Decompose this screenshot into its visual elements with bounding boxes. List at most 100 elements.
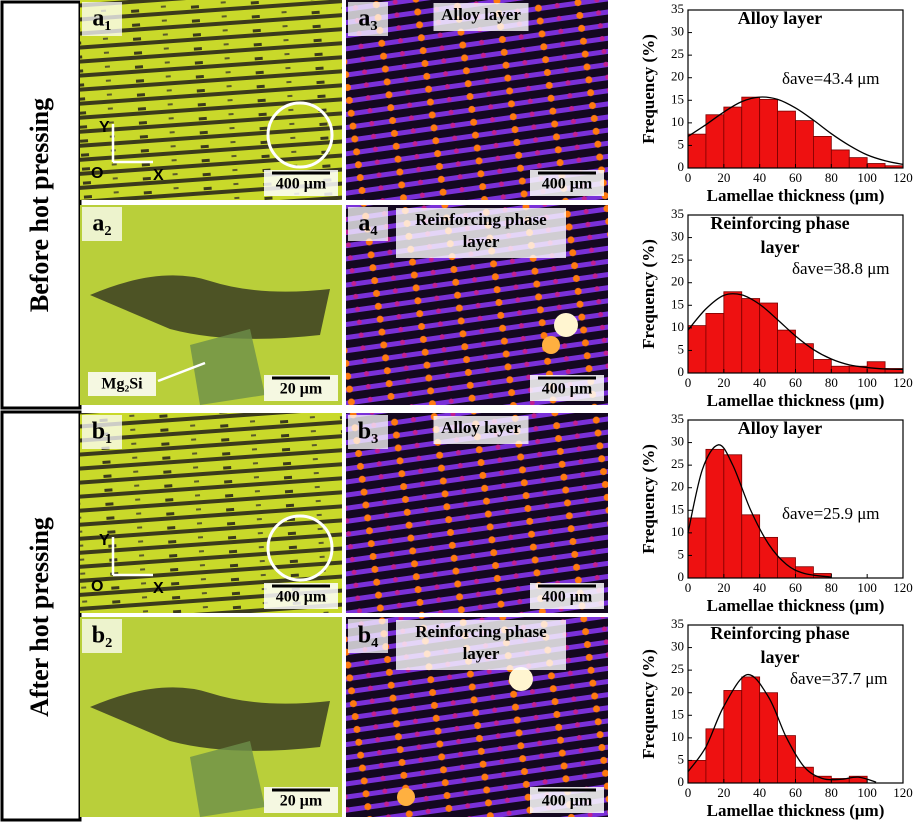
x-axis-label: Lamellae thickness (μm) (707, 596, 885, 615)
bar (742, 97, 760, 168)
image-caption: layer (463, 644, 500, 663)
x-tick-label: 60 (789, 170, 802, 185)
scale-label: 400 μm (542, 381, 593, 398)
y-tick-label: 20 (671, 479, 684, 494)
chart-title: layer (761, 647, 800, 667)
axis-letter: X (153, 580, 164, 597)
x-tick-label: 120 (893, 580, 913, 595)
chart-title: Reinforcing phase (710, 623, 849, 643)
y-tick-label: 25 (671, 251, 684, 266)
y-tick-label: 35 (671, 411, 684, 426)
bar (813, 136, 831, 168)
y-tick-label: 15 (671, 296, 684, 311)
chart-title: layer (761, 237, 800, 257)
bar (688, 326, 706, 373)
y-tick-label: 0 (678, 364, 685, 379)
image-caption: layer (463, 232, 500, 251)
bar (688, 134, 706, 168)
scale-label: 400 μm (542, 589, 593, 606)
scale-label: 400 μm (542, 176, 593, 193)
y-tick-label: 0 (678, 569, 685, 584)
y-tick-label: 10 (671, 524, 684, 539)
scale-label: 400 μm (276, 176, 327, 193)
bar (706, 729, 724, 783)
x-tick-label: 60 (789, 785, 802, 800)
x-axis-label: Lamellae thickness (μm) (707, 801, 885, 820)
x-tick-label: 0 (685, 580, 692, 595)
x-tick-label: 20 (717, 785, 730, 800)
figure: Before hot pressingAfter hot pressinga₁4… (0, 0, 921, 822)
y-tick-label: 25 (671, 46, 684, 61)
y-tick-label: 15 (671, 501, 684, 516)
bar (778, 111, 796, 168)
image-caption: Reinforcing phase (415, 622, 547, 641)
bar (778, 330, 796, 373)
bar (796, 121, 814, 168)
x-tick-label: 0 (685, 785, 692, 800)
bar (831, 366, 849, 373)
x-tick-label: 40 (753, 375, 766, 390)
image-caption: Alloy layer (441, 5, 521, 24)
y-tick-label: 30 (671, 639, 684, 654)
y-tick-label: 0 (678, 774, 685, 789)
bar (706, 449, 724, 578)
annotation: δave=43.4 μm (782, 69, 880, 88)
bar (760, 99, 778, 168)
bar (724, 690, 742, 783)
particle (509, 667, 533, 691)
bar (813, 359, 831, 373)
bar (724, 107, 742, 168)
y-tick-label: 30 (671, 24, 684, 39)
y-tick-label: 30 (671, 434, 684, 449)
row-label: Before hot pressing (25, 98, 54, 312)
image-caption: Alloy layer (441, 418, 521, 437)
bar (706, 313, 724, 373)
y-tick-label: 5 (678, 751, 685, 766)
axis-letter: Y (99, 119, 110, 136)
x-tick-label: 40 (753, 785, 766, 800)
bar (688, 518, 706, 578)
panel-label: a₁ (92, 6, 111, 32)
annotation: δave=38.8 μm (792, 259, 890, 278)
y-tick-label: 20 (671, 274, 684, 289)
x-tick-label: 120 (893, 785, 913, 800)
bar (760, 693, 778, 783)
panel-label: b₂ (92, 623, 113, 649)
x-tick-label: 20 (717, 375, 730, 390)
x-tick-label: 80 (825, 170, 838, 185)
bar (742, 299, 760, 373)
x-tick-label: 0 (685, 170, 692, 185)
axis-letter: O (91, 165, 103, 182)
x-tick-label: 80 (825, 580, 838, 595)
x-tick-label: 100 (857, 580, 877, 595)
bar (849, 158, 867, 168)
y-axis-label: Frequency (%) (639, 239, 658, 349)
particle (554, 313, 578, 337)
scale-label: 20 μm (280, 793, 323, 810)
bar (742, 677, 760, 783)
axis-letter: O (91, 578, 103, 595)
x-tick-label: 80 (825, 375, 838, 390)
x-tick-label: 100 (857, 375, 877, 390)
y-tick-label: 10 (671, 114, 684, 129)
bar (831, 150, 849, 168)
y-tick-label: 5 (678, 341, 685, 356)
y-tick-label: 25 (671, 456, 684, 471)
x-tick-label: 60 (789, 375, 802, 390)
bar (796, 767, 814, 783)
y-tick-label: 35 (671, 616, 684, 631)
y-axis-label: Frequency (%) (639, 649, 658, 759)
arrow-label: Mg₂Si (101, 376, 143, 393)
y-tick-label: 35 (671, 1, 684, 16)
particle (542, 336, 560, 354)
scale-label: 20 μm (280, 381, 323, 398)
panel-label: b₁ (92, 419, 113, 445)
y-tick-label: 0 (678, 159, 685, 174)
y-axis-label: Frequency (%) (639, 34, 658, 144)
chart-title: Alloy layer (738, 418, 822, 438)
annotation: δave=25.9 μm (782, 504, 880, 523)
chart-title: Reinforcing phase (710, 213, 849, 233)
x-tick-label: 40 (753, 580, 766, 595)
y-tick-label: 20 (671, 69, 684, 84)
y-tick-label: 15 (671, 706, 684, 721)
